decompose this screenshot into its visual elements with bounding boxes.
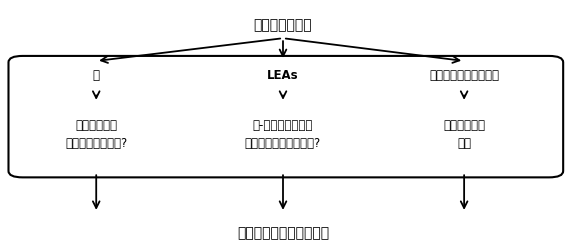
Text: 活性酸素種の
除去: 活性酸素種の 除去 — [443, 118, 485, 149]
Text: 高温ストレス耐性の向上: 高温ストレス耐性の向上 — [237, 225, 329, 239]
Text: 代謝に必要な
エネルギーの供給?: 代謝に必要な エネルギーの供給? — [65, 118, 127, 149]
FancyBboxPatch shape — [8, 57, 563, 178]
Text: 活性酸素種除去系酵素: 活性酸素種除去系酵素 — [429, 69, 499, 82]
Text: 糖: 糖 — [93, 69, 100, 82]
Text: エタノール投与: エタノール投与 — [254, 18, 312, 32]
Text: LEAs: LEAs — [267, 69, 299, 82]
Text: 液-液相分離による
コンデンセートの形成?: 液-液相分離による コンデンセートの形成? — [245, 118, 321, 149]
